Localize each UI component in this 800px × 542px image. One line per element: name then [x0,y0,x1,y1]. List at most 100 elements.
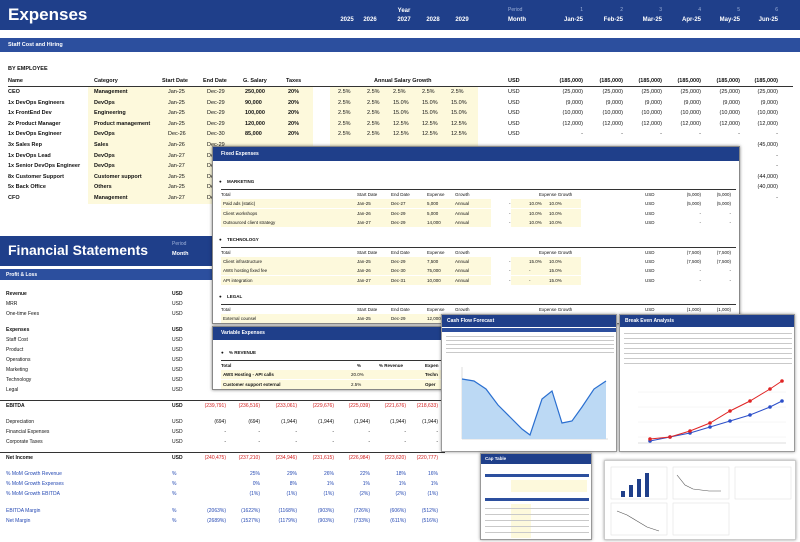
employee-start-date: Dec-26 [168,131,186,138]
fixed-total-month: (7,500) [686,249,701,255]
employee-category: Management [94,89,128,95]
pl-row-value: - [258,429,260,435]
fixed-usd: USD [645,258,655,264]
variable-expense-row[interactable]: AWS Hosting - API calls 20.0% Techn [221,370,441,379]
fixed-expense-row[interactable]: AWS hosting fixed fee Jan-26 Dec-30 75,000 A… [221,266,736,275]
employee-month-value: - [699,131,701,138]
employee-month-value: (12,000) [719,120,741,127]
charts-dashboard-thumbnail[interactable] [604,460,796,540]
pl-row: Financial Expenses USD - - - - - - - [0,427,445,437]
employee-growth: 12.5% [393,120,409,127]
fixed-growth: Annual [455,268,470,273]
fixed-expense-label: External counsel [223,316,257,321]
fixed-section-name: LEGAL [227,294,243,299]
fixed-expense-label: AWS hosting fixed fee [223,268,268,273]
employee-growth: 2.5% [393,89,406,95]
pl-row-value: (1%) [323,491,334,497]
employee-month-value: (25,000) [680,89,702,95]
break-even-thumbnail[interactable]: Break Even Analysis [619,314,795,452]
break-even-line-chart [638,379,786,444]
employee-row[interactable]: 1x DevOps Engineers DevOps Jan-25 Dec-29 90,… [0,97,800,109]
break-even-row [624,343,792,344]
pl-row-unit: USD [172,337,183,343]
pl-row-label: Legal [6,387,19,393]
variable-expenses-window[interactable]: Variable Expenses ● % REVENUE Total % % … [212,326,446,390]
fixed-expense-month: - [699,210,702,216]
fixed-usd: USD [645,268,655,273]
fixed-start: Jan-25 [357,201,371,206]
fixed-expense-growth: 15.0% [549,277,562,283]
fixed-growth: Annual [455,277,470,283]
header-total: (185,000) [677,78,701,84]
pl-row-unit: USD [172,419,183,425]
pl-row-value: (2%) [359,491,370,497]
fixed-total-month: (5,000) [716,192,731,197]
employee-salary: 100,000 [245,110,265,117]
period-number: 5 [737,7,740,13]
employee-salary: 90,000 [245,99,262,106]
pl-row-label: Technology [6,377,32,383]
employee-row[interactable]: CEO Management Jan-25 Dec-29 250,000 20% USD 2.… [0,87,800,98]
input-area [88,150,313,162]
by-employee-subtitle: BY EMPLOYEE [8,66,48,72]
fixed-growth: Annual [455,201,470,206]
variable-header-total: Total [221,363,232,368]
cap-table-thumbnail[interactable]: Cap Table [480,453,592,540]
pl-row-label: Product [6,347,24,353]
employee-end-date: Dec-29 [207,120,225,127]
employee-month-value: (9,000) [644,99,662,106]
cap-table-head [485,474,589,477]
fixed-usd-header: USD [645,307,655,312]
employee-category: Customer support [94,173,142,180]
employee-row[interactable]: 2x Product Manager Product management Jan-… [0,118,800,130]
cash-flow-forecast-thumbnail[interactable]: Cash Flow Forecast [441,314,617,452]
input-area [88,161,313,173]
variable-expense-row[interactable]: Customer support external 2.5% Oper [221,380,441,389]
employee-growth: 12.5% [422,120,438,127]
input-area [88,129,313,141]
growth-input-area [330,129,478,141]
employee-row[interactable]: 1x DevOps Engineer DevOps Dec-26 Dec-30 85,0… [0,129,800,141]
year-header: 2027 [397,17,411,23]
employee-name: CEO [8,89,20,95]
fixed-input-area [221,256,491,266]
pl-row-value: - [332,439,334,445]
employee-row[interactable]: 1x FrontEnd Dev Engineering Jan-25 Dec-29 10… [0,108,800,120]
employee-month-value: - [776,131,778,138]
fixed-expense-label: Client infrastructure [223,258,263,264]
fixed-expense-row[interactable]: API integration Jan-27 Dec-31 10,000 Annual U… [221,275,736,285]
employee-category: Others [94,184,112,191]
cash-flow-row [446,352,614,353]
employee-start-date: Jan-25 [168,184,185,191]
break-even-row [624,338,792,339]
fixed-usd-header: USD [645,192,655,197]
period-number: 4 [698,7,701,13]
pl-row-value: (726%) [353,508,370,514]
fixed-expense-row[interactable]: Client workshops Jan-26 Dec-29 5,000 Annual U… [221,208,736,218]
pl-row: % MoM Growth Revenue% 25% 29% 26% 22% 18% 16% [0,469,445,479]
employee-start-date: Jan-25 [168,173,185,180]
pl-row-unit: USD [172,291,183,297]
fixed-growth-header: Growth [455,249,470,255]
employee-category: Management [94,195,128,201]
fixed-expense-header: Expense [427,249,445,255]
fixed-expense-row[interactable]: Client infrastructure Jan-25 Dec-29 7,500 An… [221,256,736,266]
pl-row-value: - [404,439,406,445]
fixed-growth: Annual [455,210,470,216]
employee-row[interactable]: 3x Sales Rep Sales Jan-26 Dec-29 (45,000) [0,140,800,151]
fixed-expense: 5,000 [427,201,439,206]
fixed-growth-input-area [511,199,581,208]
fixed-total-label: Total [221,192,231,197]
fixed-expense-growth-header: Expense Growth [539,307,573,312]
col-header-category: Category [94,78,118,84]
month-label: Month [508,17,526,23]
pl-row-value: - [295,439,297,445]
fixed-expense-row[interactable]: Outsourced client strategy Jan-27 Dec-29 14… [221,218,736,227]
employee-category: Product management [94,120,151,127]
fixed-expense-row[interactable]: Paid ads (static) Jan-25 Dec-27 5,000 Annual… [221,199,736,208]
employee-name: 1x FrontEnd Dev [8,110,52,117]
employee-start-date: Jan-25 [168,120,185,127]
fixed-input-area [221,266,491,275]
fixed-expenses-window[interactable]: Fixed Expenses ● MARKETING Total Start Date… [212,146,740,324]
employee-currency: USD [508,99,520,106]
